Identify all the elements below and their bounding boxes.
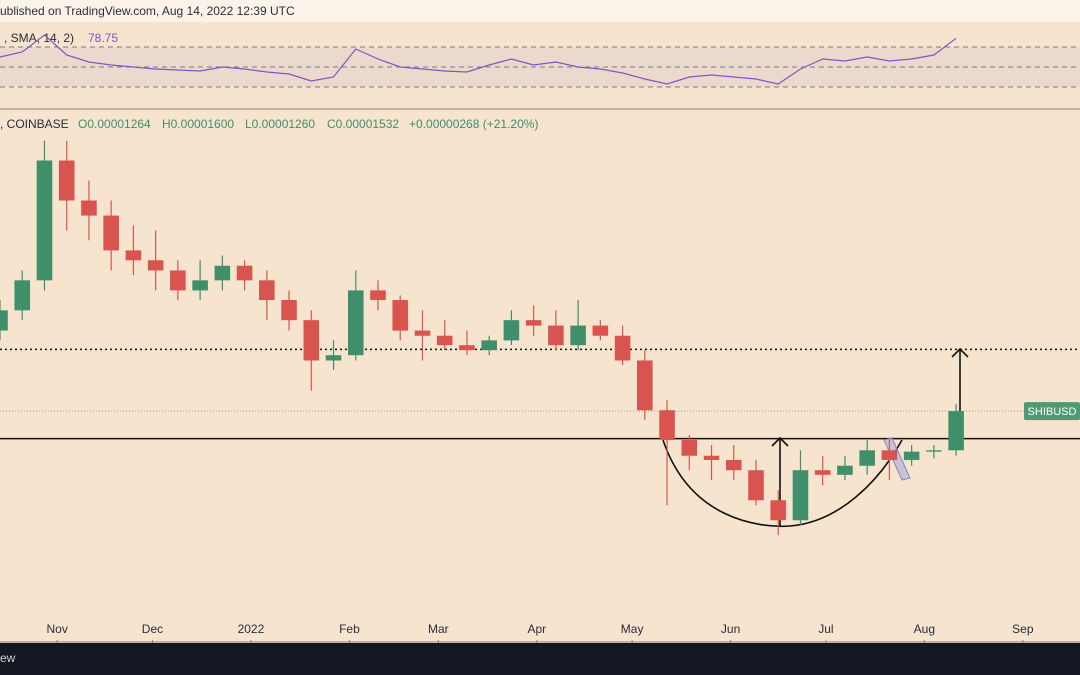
candle-body bbox=[214, 265, 231, 281]
candle-body bbox=[948, 411, 964, 451]
candle-body bbox=[525, 320, 542, 326]
legend-open: O0.00001264 bbox=[78, 117, 151, 131]
bottom-bar bbox=[0, 643, 1080, 675]
x-tick-label: Jun bbox=[721, 622, 740, 636]
x-tick-label: Jul bbox=[818, 622, 833, 636]
candle-body bbox=[725, 459, 742, 471]
candle-body bbox=[770, 500, 787, 521]
candle-body bbox=[503, 320, 520, 341]
candle-body bbox=[414, 330, 431, 336]
candle-body bbox=[903, 451, 920, 460]
candle-body bbox=[459, 345, 475, 351]
x-tick-label: May bbox=[621, 622, 644, 636]
candle-body bbox=[703, 455, 720, 460]
legend-close: C0.00001532 bbox=[327, 117, 399, 131]
candle-body bbox=[125, 250, 142, 261]
candle-body bbox=[881, 450, 898, 460]
x-tick-label: Dec bbox=[142, 622, 163, 636]
rsi-line bbox=[0, 34, 957, 85]
candle-body bbox=[236, 265, 253, 281]
candle-body bbox=[58, 160, 75, 201]
candle-body bbox=[325, 355, 342, 361]
x-tick-label: Sep bbox=[1012, 622, 1034, 636]
x-tick-label: Feb bbox=[339, 622, 360, 636]
candle-body bbox=[659, 410, 675, 440]
candle-body bbox=[192, 280, 208, 291]
symbol-label: SHIBUSD bbox=[1028, 406, 1077, 418]
candle-body bbox=[570, 325, 586, 346]
candle-body bbox=[837, 465, 853, 475]
x-tick-label: Aug bbox=[914, 622, 935, 636]
header: ublished on TradingView.com, Aug 14, 202… bbox=[0, 4, 295, 18]
candle-body bbox=[170, 270, 186, 291]
cup-curve bbox=[662, 439, 903, 528]
candle-body bbox=[370, 290, 386, 301]
candle-body bbox=[0, 310, 8, 331]
candle-body bbox=[614, 335, 631, 361]
rsi-value: 78.75 bbox=[88, 31, 118, 45]
candle-body bbox=[14, 280, 31, 311]
drawings bbox=[662, 347, 969, 528]
candle-body bbox=[103, 215, 119, 251]
candle-body bbox=[481, 340, 497, 351]
legend-change: +0.00000268 (+21.20%) bbox=[409, 117, 538, 131]
candle-body bbox=[592, 325, 609, 336]
candle-body bbox=[281, 300, 297, 321]
candle-body bbox=[303, 320, 320, 361]
candle-body bbox=[859, 450, 875, 466]
candle-body bbox=[748, 470, 764, 501]
candle-body bbox=[36, 160, 53, 281]
candle-body bbox=[259, 280, 275, 301]
symbol-tag bbox=[1024, 402, 1080, 421]
legend-high: H0.00001600 bbox=[162, 117, 234, 131]
x-tick-label: 2022 bbox=[238, 622, 265, 636]
candle-body bbox=[548, 325, 564, 346]
candle-body bbox=[392, 300, 409, 331]
x-tick-label: Apr bbox=[527, 622, 546, 636]
candle-body bbox=[814, 470, 831, 475]
candle-body bbox=[926, 450, 942, 452]
x-tick-label: Mar bbox=[428, 622, 449, 636]
x-tick-label: Nov bbox=[47, 622, 68, 636]
candle-body bbox=[436, 335, 453, 346]
ohlc-legend: , COINBASE O0.00001264 H0.00001600 L0.00… bbox=[0, 117, 538, 131]
candle-body bbox=[637, 360, 653, 411]
rsi-title: , SMA, 14, 2) bbox=[4, 31, 74, 45]
top-bar bbox=[0, 0, 1080, 22]
candle-body bbox=[347, 290, 364, 356]
candle-body bbox=[147, 260, 164, 271]
candle-body bbox=[681, 439, 698, 456]
legend-low: L0.00001260 bbox=[245, 117, 315, 131]
candle-body bbox=[792, 470, 809, 521]
legend-source: , COINBASE bbox=[0, 117, 69, 131]
footer: ew bbox=[0, 651, 16, 665]
candle-body bbox=[81, 200, 97, 216]
